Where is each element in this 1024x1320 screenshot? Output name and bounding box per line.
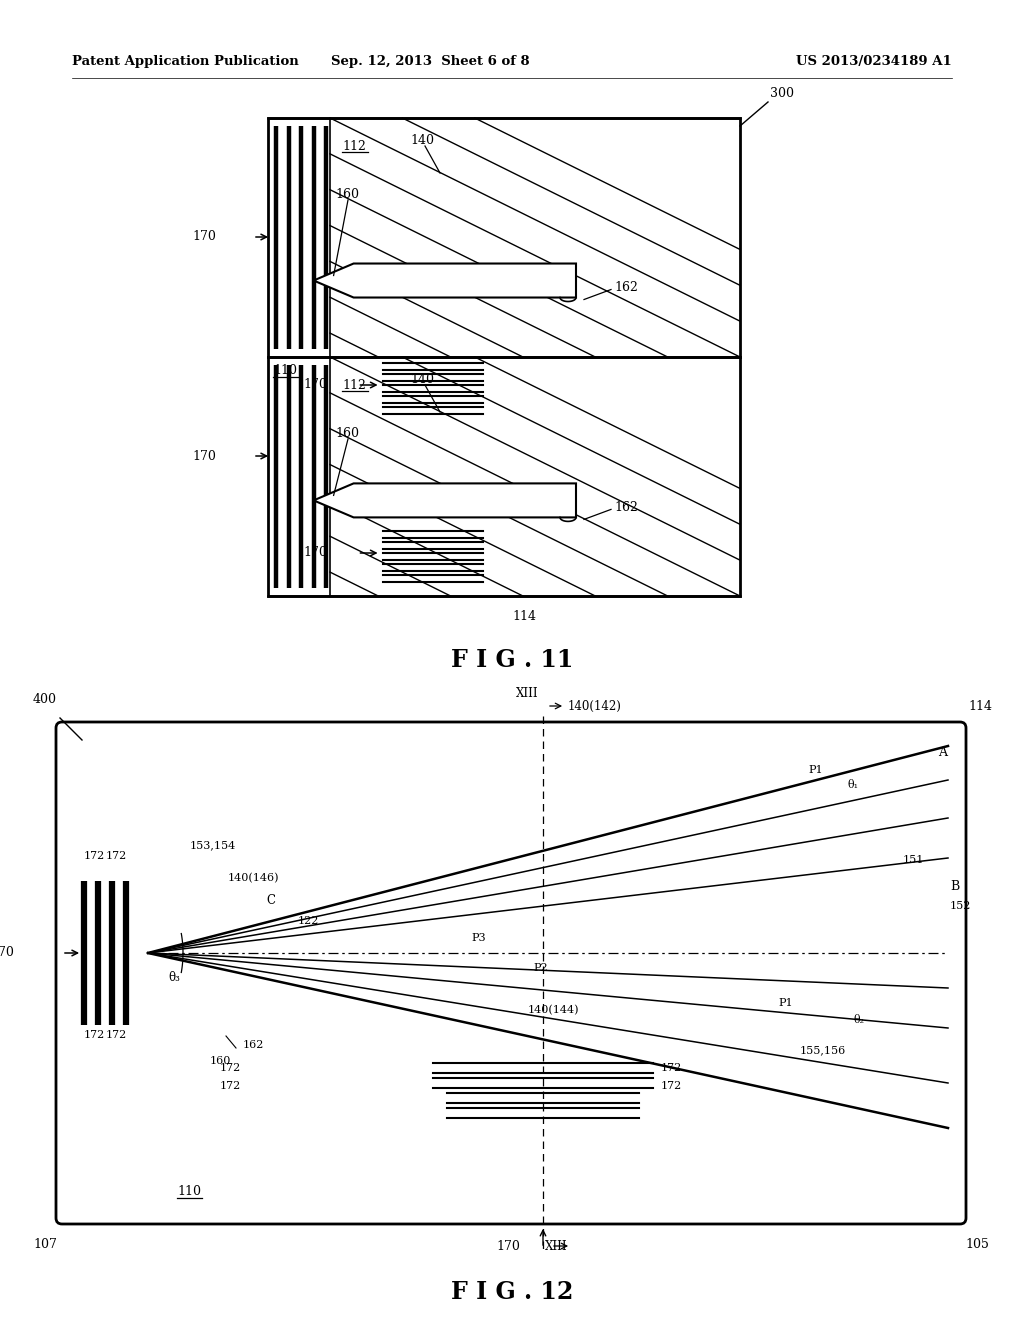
Text: 172: 172 bbox=[662, 1081, 682, 1092]
Text: 172: 172 bbox=[84, 1030, 105, 1040]
Text: F I G . 11: F I G . 11 bbox=[451, 648, 573, 672]
Text: 400: 400 bbox=[33, 693, 57, 706]
Text: 140: 140 bbox=[410, 135, 434, 147]
Text: A: A bbox=[938, 746, 947, 759]
Text: 112: 112 bbox=[342, 140, 366, 153]
Polygon shape bbox=[313, 264, 575, 297]
Text: P2: P2 bbox=[534, 964, 548, 973]
Text: Sep. 12, 2013  Sheet 6 of 8: Sep. 12, 2013 Sheet 6 of 8 bbox=[331, 55, 529, 69]
Text: 160: 160 bbox=[335, 187, 359, 201]
Text: 153,154: 153,154 bbox=[190, 840, 237, 850]
Text: 172: 172 bbox=[106, 1030, 127, 1040]
Text: XIII: XIII bbox=[545, 1239, 567, 1253]
Text: 160: 160 bbox=[210, 1056, 231, 1067]
Text: θ₁: θ₁ bbox=[848, 780, 859, 789]
Text: 160: 160 bbox=[335, 426, 359, 440]
Bar bbox=[268, 117, 740, 597]
Text: 170: 170 bbox=[0, 946, 14, 960]
Text: 300: 300 bbox=[770, 87, 794, 100]
Text: 151: 151 bbox=[903, 855, 925, 865]
Text: 172: 172 bbox=[106, 851, 127, 861]
Text: 170: 170 bbox=[193, 231, 216, 243]
Text: US 2013/0234189 A1: US 2013/0234189 A1 bbox=[797, 55, 952, 69]
Text: 112: 112 bbox=[342, 379, 366, 392]
Text: 162: 162 bbox=[614, 500, 638, 513]
Bar bbox=[268, 356, 740, 597]
Text: 172: 172 bbox=[662, 1063, 682, 1073]
Text: 122: 122 bbox=[298, 916, 319, 927]
Text: 172: 172 bbox=[84, 851, 105, 861]
Text: 172: 172 bbox=[220, 1081, 242, 1092]
Text: P1: P1 bbox=[778, 998, 793, 1008]
Text: B: B bbox=[950, 879, 959, 892]
Text: 140: 140 bbox=[410, 374, 434, 385]
Text: P1: P1 bbox=[808, 766, 822, 775]
Text: 170: 170 bbox=[304, 379, 328, 392]
Text: 140(144): 140(144) bbox=[528, 1005, 580, 1015]
FancyBboxPatch shape bbox=[56, 722, 966, 1224]
Text: C: C bbox=[266, 895, 275, 908]
Text: 105: 105 bbox=[965, 1238, 989, 1251]
Text: 152: 152 bbox=[950, 902, 972, 911]
Text: 140(142): 140(142) bbox=[568, 700, 622, 713]
Text: P3: P3 bbox=[471, 933, 485, 942]
Bar bbox=[268, 117, 740, 356]
Text: 140(146): 140(146) bbox=[228, 873, 280, 883]
Text: F I G . 12: F I G . 12 bbox=[451, 1280, 573, 1304]
Text: 114: 114 bbox=[512, 610, 536, 623]
Text: 162: 162 bbox=[614, 281, 638, 294]
Text: 107: 107 bbox=[33, 1238, 57, 1251]
Text: 172: 172 bbox=[220, 1063, 242, 1073]
Polygon shape bbox=[313, 483, 575, 517]
Text: Patent Application Publication: Patent Application Publication bbox=[72, 55, 299, 69]
Text: 155,156: 155,156 bbox=[800, 1045, 846, 1055]
Text: 114: 114 bbox=[968, 700, 992, 713]
Text: θ₂: θ₂ bbox=[853, 1015, 864, 1026]
Text: 162: 162 bbox=[243, 1040, 264, 1049]
Text: 110: 110 bbox=[177, 1185, 201, 1199]
Text: 110: 110 bbox=[273, 364, 297, 378]
Text: 170: 170 bbox=[304, 546, 328, 560]
Text: 170: 170 bbox=[193, 450, 216, 462]
Text: θ₃: θ₃ bbox=[168, 972, 180, 983]
Text: 170: 170 bbox=[496, 1239, 520, 1253]
Text: XIII: XIII bbox=[516, 686, 539, 700]
